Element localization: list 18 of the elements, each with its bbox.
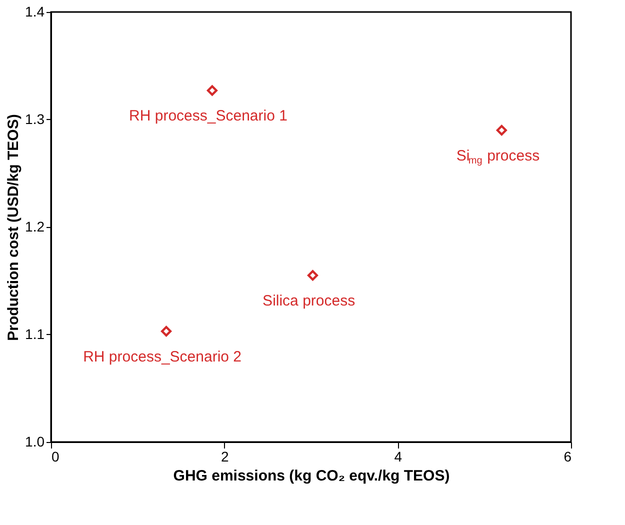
point <box>206 85 218 96</box>
point <box>160 326 172 337</box>
y-tick-label: 1.0 <box>25 434 45 450</box>
y-axis-title: Production cost (USD/kg TEOS) <box>5 114 22 341</box>
x-axis-title: GHG emissions (kg CO₂ eqv./kg TEOS) <box>173 468 450 484</box>
annotation: Silica process <box>262 292 356 310</box>
annotation: RH process_Scenario 1 <box>129 107 288 124</box>
x-tick-label: 0 <box>52 448 60 464</box>
x-tick-label: 2 <box>220 448 229 464</box>
annotation: RH process_Scenario 2 <box>83 348 242 366</box>
point <box>307 270 318 281</box>
y-tick-label: 1.1 <box>25 326 45 342</box>
y-tick-label: 1.2 <box>25 218 45 234</box>
x-tick-label: 6 <box>564 448 572 464</box>
y-tick-label: 1.3 <box>25 111 45 127</box>
y-tick-label: 1.4 <box>25 4 45 20</box>
point <box>496 124 507 136</box>
x-tick-label: 4 <box>394 448 402 464</box>
